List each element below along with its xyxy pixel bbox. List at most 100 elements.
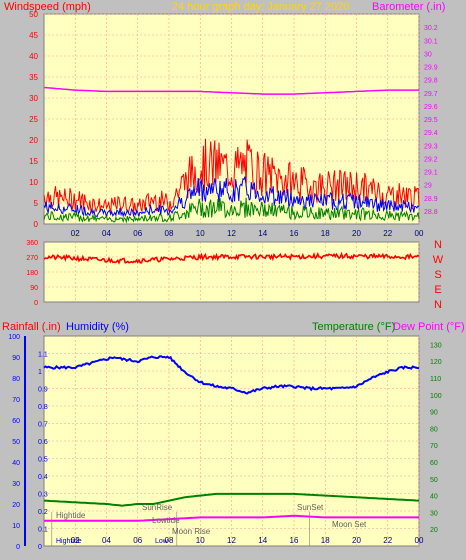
- wind-x-tick: 08: [165, 229, 174, 238]
- humidity-y-tick: 60: [12, 418, 20, 425]
- humidity-y-tick: 90: [12, 355, 20, 362]
- axis-labels: 0510152025303540455028.828.92929.129.229…: [8, 10, 443, 551]
- temperature-y-tick: 130: [430, 342, 442, 349]
- rainfall-y-tick: 0.3: [38, 492, 48, 499]
- wind-x-tick: 02: [71, 229, 80, 238]
- barometer-y-tick: 30: [424, 51, 432, 58]
- wind-x-tick: 10: [196, 229, 205, 238]
- wind-x-tick: 06: [133, 229, 142, 238]
- humidity-y-tick: 10: [12, 523, 20, 530]
- barometer-y-tick: 29.8: [424, 78, 438, 85]
- temperature-y-tick: 50: [430, 477, 438, 484]
- direction-y-tick: 90: [30, 285, 38, 292]
- temperature-y-tick: 120: [430, 359, 442, 366]
- wind-y-tick: 35: [29, 73, 38, 82]
- bottom-label-hightide: Hightide: [56, 538, 82, 545]
- humidity-y-tick: 50: [12, 439, 20, 446]
- annotation-sunrise: SunRise: [142, 503, 173, 512]
- windspeed-low-line: [43, 197, 420, 224]
- climate-x-tick: 10: [196, 536, 205, 545]
- barometer-title: Barometer (.in): [372, 1, 445, 13]
- barometer-line: [43, 86, 419, 95]
- direction-compass-label: N: [434, 299, 442, 311]
- climate-x-tick: 22: [383, 536, 392, 545]
- barometer-y-tick: 29.4: [424, 130, 438, 137]
- direction-y-tick: 360: [26, 240, 38, 247]
- climate-x-tick: 00: [415, 536, 424, 545]
- graph-date-title: 24 hour graph day: January 27 2020: [172, 1, 349, 13]
- dewpoint-axis-title: Dew Point (°F): [393, 321, 465, 333]
- rainfall-axis-title: Rainfall (.in): [2, 321, 61, 333]
- rainfall-y-tick: 0.2: [38, 509, 48, 516]
- temperature-y-tick: 100: [430, 393, 442, 400]
- bottom-label-low: Low: [155, 538, 169, 545]
- direction-y-tick: 0: [34, 300, 38, 307]
- temperature-y-tick: 110: [430, 376, 441, 383]
- wind-x-tick: 20: [352, 229, 361, 238]
- wind-y-tick: 5: [34, 199, 39, 208]
- rainfall-y-tick: 1: [38, 369, 42, 376]
- humidity-y-tick: 20: [12, 502, 20, 509]
- wind-y-tick: 15: [29, 157, 38, 166]
- rainfall-y-tick: 1.1: [38, 352, 48, 359]
- humidity-axis-title: Humidity (%): [66, 321, 129, 333]
- chart-marks: [43, 86, 420, 546]
- wind-y-tick: 20: [29, 136, 38, 145]
- humidity-y-tick: 70: [12, 397, 20, 404]
- wind-y-tick: 50: [29, 10, 38, 19]
- humidity-y-tick: 0: [16, 544, 20, 551]
- temperature-y-tick: 40: [430, 494, 438, 501]
- temperature-y-tick: 20: [430, 527, 438, 534]
- wind-y-tick: 25: [29, 115, 38, 124]
- humidity-y-tick: 80: [12, 376, 20, 383]
- barometer-y-tick: 29.6: [424, 104, 438, 111]
- barometer-y-tick: 29.3: [424, 143, 438, 150]
- rainfall-y-tick: 0.8: [38, 404, 48, 411]
- humidity-line: [43, 355, 420, 395]
- barometer-y-tick: 29.7: [424, 91, 438, 98]
- climate-x-tick: 20: [352, 536, 361, 545]
- wind-direction-line: [43, 251, 420, 265]
- climate-x-tick: 16: [290, 536, 299, 545]
- dewpoint-line: [44, 514, 419, 522]
- rainfall-y-tick: 0.5: [38, 457, 48, 464]
- wind-y-tick: 0: [34, 220, 39, 229]
- temperature-axis-title: Temperature (°F): [312, 321, 395, 333]
- humidity-y-tick: 100: [8, 334, 20, 341]
- rainfall-y-tick: 0.1: [38, 527, 48, 534]
- rainfall-y-tick: 0.9: [38, 387, 48, 394]
- climate-x-tick: 18: [321, 536, 330, 545]
- barometer-y-tick: 29: [424, 183, 432, 190]
- barometer-y-tick: 28.8: [424, 209, 438, 216]
- annotation-lowtide: Lowtide: [152, 516, 180, 525]
- wind-x-tick: 12: [227, 229, 236, 238]
- climate-x-tick: 14: [258, 536, 267, 545]
- barometer-y-tick: 28.9: [424, 196, 438, 203]
- direction-y-tick: 180: [26, 270, 38, 277]
- wind-y-tick: 45: [29, 31, 38, 40]
- climate-x-tick: 08: [165, 536, 174, 545]
- direction-y-tick: 270: [26, 255, 38, 262]
- annotation-moonrise: Moon Rise: [172, 527, 211, 536]
- temperature-y-tick: 90: [430, 410, 438, 417]
- temperature-y-tick: 30: [430, 510, 438, 517]
- rainfall-y-tick: 0: [38, 544, 42, 551]
- climate-x-tick: 02: [71, 536, 80, 545]
- wind-x-tick: 00: [415, 229, 424, 238]
- wind-x-tick: 22: [383, 229, 392, 238]
- direction-compass-label: S: [434, 269, 441, 281]
- barometer-y-tick: 30.2: [424, 25, 438, 32]
- rainfall-y-tick: 0.4: [38, 474, 48, 481]
- climate-x-tick: 06: [133, 536, 142, 545]
- direction-compass-label: W: [433, 254, 444, 266]
- temperature-line: [43, 492, 420, 507]
- temperature-y-tick: 70: [430, 443, 438, 450]
- barometer-y-tick: 29.5: [424, 117, 438, 124]
- barometer-y-tick: 29.2: [424, 156, 438, 163]
- temperature-y-tick: 60: [430, 460, 438, 467]
- humidity-y-tick: 30: [12, 481, 20, 488]
- annotation-moonset: Moon Set: [332, 520, 367, 529]
- wind-y-tick: 10: [29, 178, 38, 187]
